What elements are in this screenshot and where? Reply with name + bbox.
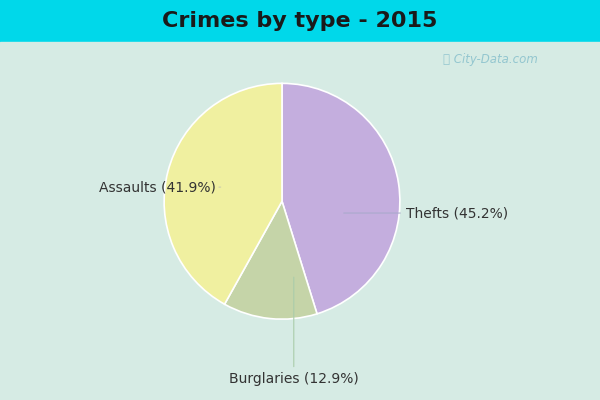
Text: ⓘ City-Data.com: ⓘ City-Data.com (443, 54, 538, 66)
Wedge shape (164, 83, 282, 304)
Bar (0, 0, 600, 42)
Bar (0, 42, 600, 400)
Text: Burglaries (12.9%): Burglaries (12.9%) (229, 277, 359, 386)
Text: Thefts (45.2%): Thefts (45.2%) (344, 206, 508, 220)
Text: Assaults (41.9%): Assaults (41.9%) (99, 180, 221, 194)
Wedge shape (224, 201, 317, 319)
Wedge shape (282, 83, 400, 314)
Text: Crimes by type - 2015: Crimes by type - 2015 (163, 11, 437, 31)
